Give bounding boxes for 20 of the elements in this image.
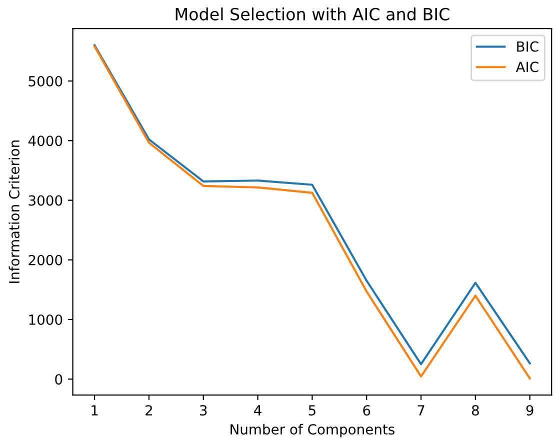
y-axis-title: Information Criterion (8, 140, 20, 283)
x-axis-title: Number of Components (230, 424, 394, 438)
x-tick-label: 2 (146, 405, 152, 416)
y-tick-label: 4000 (28, 136, 62, 146)
x-tick-label: 7 (418, 405, 424, 416)
legend-label: AIC (516, 62, 538, 72)
y-tick-label: 1000 (29, 314, 62, 325)
x-tick-label: 4 (254, 405, 262, 416)
x-tick-label: 3 (200, 405, 207, 416)
chart-title: Model Selection with AIC and BIC (176, 8, 450, 20)
x-tick-label: 9 (526, 405, 534, 416)
y-tick-label: 0 (55, 374, 62, 385)
y-tick-label: 3000 (28, 195, 62, 206)
y-tick-label: 5000 (28, 76, 62, 86)
x-tick-label: 5 (308, 405, 316, 416)
x-tick-label: 6 (363, 405, 370, 416)
x-tick-label: 1 (92, 405, 98, 416)
y-tick-label: 2000 (28, 254, 62, 266)
legend-label: BIC (517, 41, 538, 52)
x-tick-label: 8 (472, 405, 479, 416)
